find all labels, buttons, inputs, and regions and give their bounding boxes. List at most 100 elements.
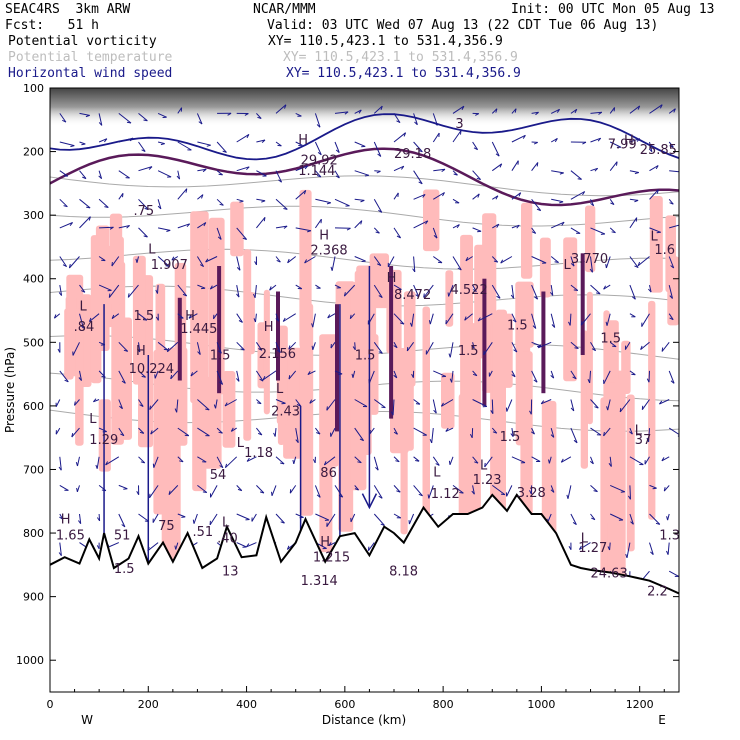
wind-arrow-head bbox=[119, 405, 123, 410]
wind-arrow-head bbox=[152, 463, 155, 468]
contour-annotation: 4.522 bbox=[451, 283, 488, 298]
wind-arrow bbox=[275, 513, 285, 524]
wind-arrow-head bbox=[640, 345, 643, 350]
contour-annotation: .84 bbox=[74, 320, 95, 335]
wind-arrow-head bbox=[561, 221, 565, 226]
wind-arrow bbox=[432, 399, 437, 414]
pv-shading bbox=[243, 249, 252, 441]
wind-arrow bbox=[79, 284, 86, 293]
wind-arrow bbox=[472, 284, 477, 292]
wind-arrow bbox=[108, 284, 120, 298]
forecast-hour: Fcst: 51 h bbox=[5, 18, 99, 33]
wind-arrow-head bbox=[381, 406, 386, 409]
wind-arrow bbox=[580, 313, 591, 326]
wind-arrow bbox=[374, 399, 386, 409]
wind-arrow-head bbox=[261, 139, 266, 143]
wind-arrow-head bbox=[95, 464, 98, 469]
wind-arrow bbox=[609, 341, 617, 348]
wind-arrow-head bbox=[358, 109, 362, 114]
wind-arrow bbox=[324, 456, 336, 466]
plot-frame bbox=[49, 87, 680, 693]
wind-arrow-head bbox=[648, 288, 652, 293]
wind-arrow-head bbox=[257, 116, 262, 119]
wind-arrow bbox=[531, 341, 542, 347]
wind-arrow-head bbox=[449, 378, 453, 383]
wind-arrow-head bbox=[560, 458, 564, 463]
wind-arrow-head bbox=[460, 130, 462, 135]
wind-arrow-head bbox=[559, 201, 564, 204]
wind-arrow bbox=[413, 141, 423, 153]
x-axis-label: Distance (km) bbox=[322, 713, 406, 727]
wind-arrow-head bbox=[616, 161, 618, 166]
wind-arrow-head bbox=[580, 321, 583, 326]
wind-arrow-head bbox=[594, 167, 599, 172]
wind-arrow-head bbox=[403, 132, 407, 137]
y-tick-label: 700 bbox=[23, 463, 44, 476]
wind-arrow bbox=[176, 399, 179, 413]
wind-arrow bbox=[648, 428, 650, 442]
wind-arrow bbox=[531, 256, 547, 264]
wind-arrow bbox=[138, 456, 146, 464]
wind-arrow bbox=[603, 284, 611, 290]
wind-arrow-head bbox=[377, 153, 382, 157]
wind-arrow-head bbox=[273, 432, 276, 437]
wind-arrow-head bbox=[418, 149, 423, 153]
wind-arrow bbox=[118, 341, 129, 352]
contour-annotation: .40 bbox=[217, 532, 238, 547]
wind-arrow bbox=[216, 456, 224, 468]
wind-arrow-head bbox=[258, 432, 263, 436]
contour-annotation: L bbox=[564, 258, 572, 273]
wind-arrow bbox=[256, 170, 267, 177]
wind-arrow bbox=[413, 284, 420, 298]
wind-arrow-head bbox=[188, 314, 192, 319]
contour-annotation: H bbox=[320, 535, 330, 550]
wind-arrow-head bbox=[129, 137, 134, 142]
wind-arrow bbox=[138, 313, 148, 321]
wind-arrow-head bbox=[393, 374, 398, 379]
wind-arrow-head bbox=[427, 494, 430, 499]
wind-arrow-head bbox=[378, 295, 383, 299]
wind-arrow bbox=[629, 198, 639, 201]
wind-arrow bbox=[511, 370, 516, 378]
wind-arrow bbox=[256, 198, 266, 202]
wind-arrow-head bbox=[96, 517, 101, 522]
wind-arrow bbox=[271, 485, 277, 496]
wind-arrow bbox=[492, 163, 502, 172]
wind-arrow bbox=[177, 513, 186, 518]
wind-arrow bbox=[275, 313, 280, 322]
wind-arrow-head bbox=[606, 406, 609, 411]
wind-arrow-head bbox=[534, 296, 538, 300]
wind-arrow-head bbox=[393, 345, 398, 349]
wind-arrow bbox=[637, 256, 650, 267]
wind-arrow-head bbox=[284, 104, 287, 109]
wind-arrow bbox=[538, 341, 552, 349]
wind-arrow bbox=[451, 370, 454, 383]
wind-arrow-head bbox=[423, 293, 425, 298]
wind-arrow bbox=[197, 194, 204, 200]
field-label-wind: Horizontal wind speed bbox=[8, 66, 173, 81]
contour-annotation: L bbox=[480, 459, 488, 474]
wind-arrow bbox=[606, 313, 611, 326]
wind-arrow bbox=[590, 342, 597, 351]
wind-arrow bbox=[177, 141, 192, 151]
wind-arrow-head bbox=[328, 542, 332, 546]
wind-arrow bbox=[98, 113, 103, 126]
wind-arrow-head bbox=[669, 145, 674, 148]
wind-arrow bbox=[464, 313, 473, 321]
wind-arrow bbox=[590, 227, 606, 235]
wind-arrow bbox=[334, 370, 343, 375]
wind-arrow bbox=[177, 313, 184, 319]
wind-arrow bbox=[445, 313, 454, 325]
wind-arrow-head bbox=[612, 345, 617, 348]
wind-arrow-head bbox=[198, 121, 203, 125]
wind-arrow-head bbox=[304, 165, 309, 170]
wind-arrow bbox=[213, 313, 218, 320]
wind-arrow-head bbox=[375, 231, 380, 234]
wind-arrow bbox=[668, 313, 674, 320]
wind-arrow bbox=[629, 170, 639, 173]
wind-arrow bbox=[541, 399, 552, 405]
wind-arrow bbox=[98, 513, 101, 521]
wind-arrow bbox=[138, 370, 146, 378]
wind-arrow-head bbox=[532, 325, 537, 329]
